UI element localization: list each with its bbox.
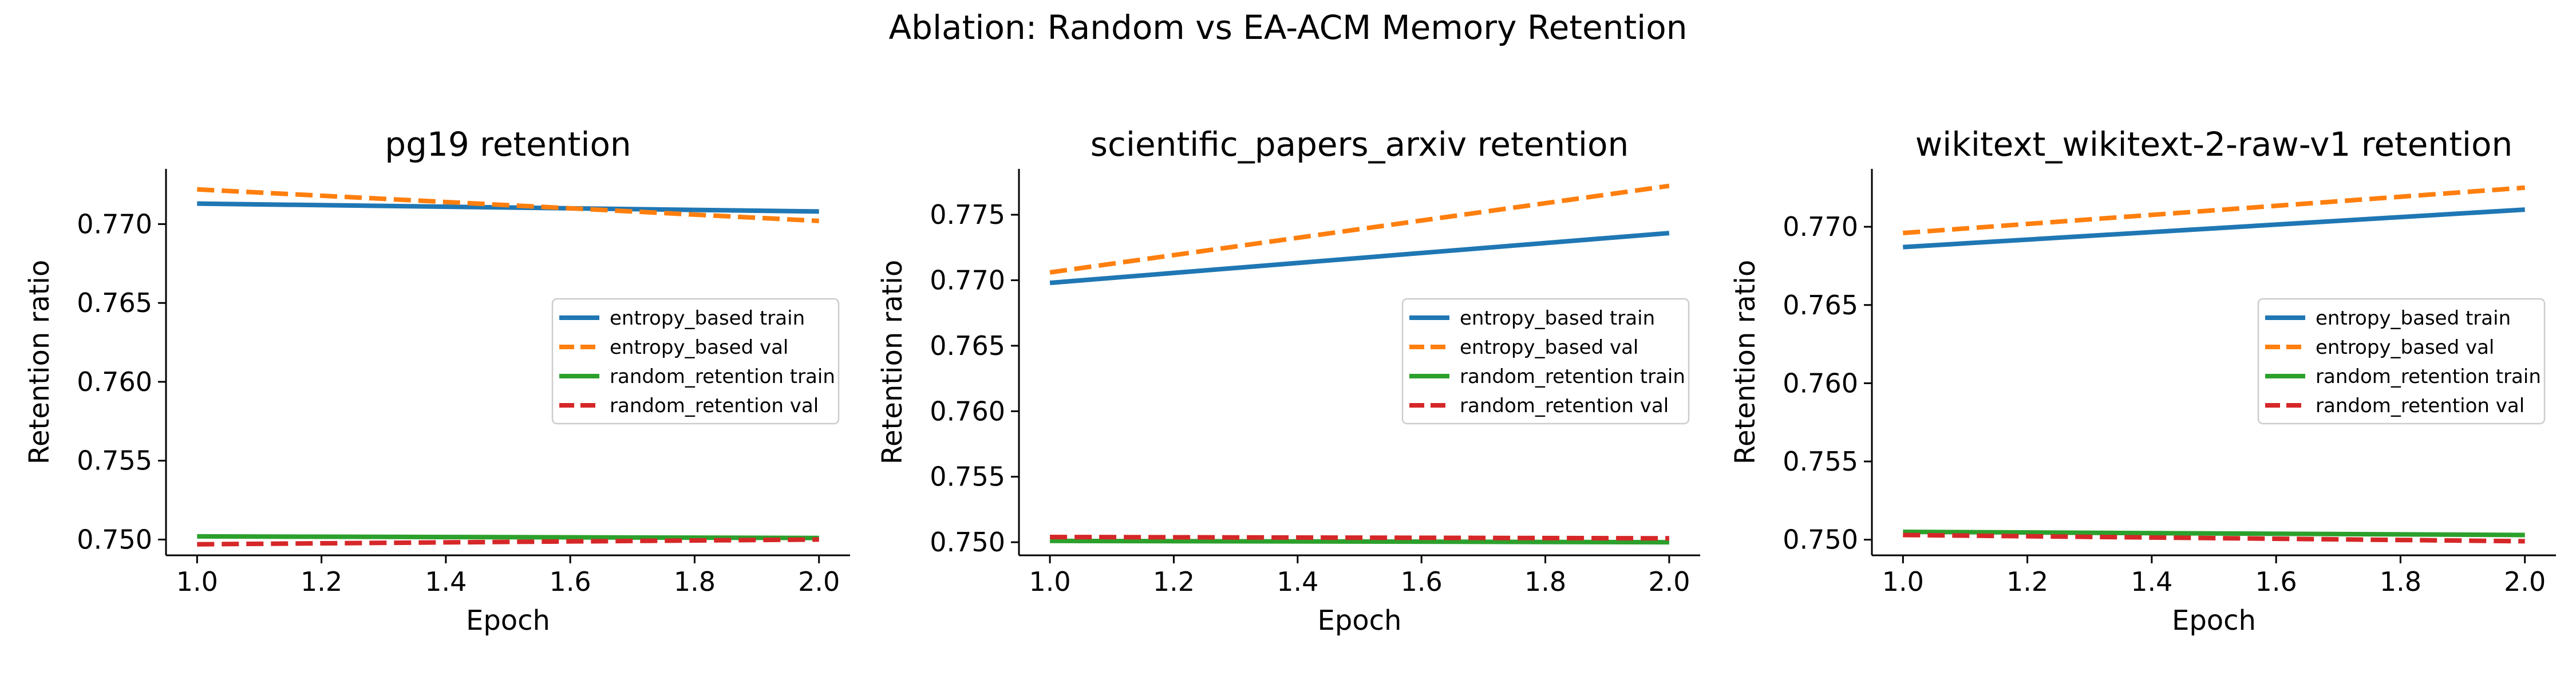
legend-label: random_retention val — [610, 394, 819, 417]
x-tick-label: 1.6 — [550, 566, 591, 597]
x-tick-label: 1.0 — [1029, 566, 1071, 597]
x-tick-label: 1.4 — [425, 566, 467, 597]
legend-box — [2257, 298, 2546, 425]
y-tick-label: 0.755 — [930, 461, 1005, 492]
chart-panel-3: wikitext_wikitext-2-raw-v1 retention 1.0 1… — [1729, 125, 2556, 637]
series-line-random-retention-val — [197, 537, 819, 547]
y-tick-label: 0.750 — [1783, 524, 1858, 555]
x-tick-label: 1.0 — [176, 566, 218, 597]
legend-label: entropy_based train — [1460, 307, 1655, 330]
y-tick-label: 0.760 — [77, 366, 152, 397]
series-line-entropy-based-train — [197, 201, 819, 214]
panel-title: wikitext_wikitext-2-raw-v1 retention — [1915, 125, 2513, 164]
series-line-entropy-based-train — [1049, 231, 1670, 286]
legend: entropy_based train entropy_based val rand… — [1401, 298, 1690, 425]
panel-title: scientific_papers_arxiv retention — [1091, 125, 1629, 164]
figure-title: Ablation: Random vs EA-ACM Memory Retent… — [888, 8, 1687, 47]
legend-label: entropy_based train — [610, 307, 805, 330]
legend-label: random_retention train — [1460, 365, 1685, 388]
series-line-random-retention-train — [1050, 538, 1669, 545]
series-line-random-retention-train — [1903, 530, 2525, 538]
x-axis-label: Epoch — [1318, 605, 1402, 637]
y-tick-label: 0.755 — [77, 445, 152, 476]
y-tick-label: 0.750 — [930, 527, 1005, 558]
x-tick-label: 1.4 — [1277, 566, 1318, 597]
y-tick-label: 0.765 — [930, 330, 1005, 361]
y-axis-label: Retention ratio — [1729, 260, 1761, 464]
legend: entropy_based train entropy_based val rand… — [551, 298, 840, 425]
x-tick-label: 1.8 — [1524, 566, 1566, 597]
y-tick-label: 0.765 — [1783, 290, 1858, 321]
legend-label: random_retention val — [1460, 394, 1669, 417]
legend-label: entropy_based val — [1460, 336, 1638, 359]
legend-label: entropy_based train — [2316, 307, 2511, 330]
x-tick-label: 1.0 — [1882, 566, 1924, 597]
y-tick-label: 0.770 — [1783, 211, 1858, 242]
y-tick-label: 0.765 — [77, 287, 152, 318]
legend-label: random_retention val — [2316, 394, 2524, 417]
legend: entropy_based train entropy_based val rand… — [2257, 298, 2546, 425]
y-axis-label: Retention ratio — [23, 260, 56, 464]
x-tick-label: 1.8 — [674, 566, 716, 597]
legend-label: random_retention train — [2316, 365, 2541, 388]
series-line-entropy-based-val — [1049, 183, 1670, 275]
series-line-entropy-based-train — [1903, 207, 2525, 250]
series-line-random-retention-val — [1903, 532, 2525, 544]
legend-label: entropy_based val — [610, 336, 788, 359]
x-tick-label: 1.6 — [1401, 566, 1443, 597]
x-tick-label: 2.0 — [2504, 566, 2546, 597]
x-tick-label: 1.8 — [2380, 566, 2421, 597]
x-tick-label: 1.4 — [2131, 566, 2172, 597]
y-tick-label: 0.760 — [1783, 368, 1858, 398]
chart-panels: pg19 retention 1.0 1.2 1.4 1.6 1.8 2.0 0.750 0.7… — [23, 125, 2556, 637]
panel-title: pg19 retention — [385, 125, 631, 164]
series-line-random-retention-train — [197, 534, 819, 540]
y-tick-label: 0.760 — [930, 396, 1005, 427]
legend-label: entropy_based val — [2316, 336, 2494, 359]
y-tick-label: 0.755 — [1783, 446, 1858, 477]
x-tick-label: 1.6 — [2255, 566, 2297, 597]
legend-label: random_retention train — [610, 365, 835, 388]
y-axis-label: Retention ratio — [876, 260, 908, 464]
x-tick-label: 1.2 — [301, 566, 342, 597]
series-line-entropy-based-val — [197, 187, 819, 223]
x-tick-label: 1.2 — [2006, 566, 2048, 597]
chart-panel-2: scientific_papers_arxiv retention 1.0 1.2 1… — [876, 125, 1700, 637]
x-tick-label: 1.2 — [1153, 566, 1195, 597]
x-tick-label: 2.0 — [798, 566, 840, 597]
series-line-random-retention-val — [1050, 535, 1669, 541]
chart-panel-1: pg19 retention 1.0 1.2 1.4 1.6 1.8 2.0 0.750 0.7… — [23, 125, 850, 637]
x-axis-label: Epoch — [2172, 605, 2256, 637]
legend-box — [551, 298, 840, 425]
series-line-entropy-based-val — [1903, 185, 2525, 235]
legend-box — [1401, 298, 1690, 425]
x-axis-label: Epoch — [466, 605, 550, 637]
y-tick-label: 0.750 — [77, 524, 152, 555]
x-tick-label: 2.0 — [1648, 566, 1690, 597]
y-tick-label: 0.770 — [930, 264, 1005, 295]
y-tick-label: 0.775 — [930, 199, 1005, 230]
y-tick-label: 0.770 — [77, 208, 152, 239]
